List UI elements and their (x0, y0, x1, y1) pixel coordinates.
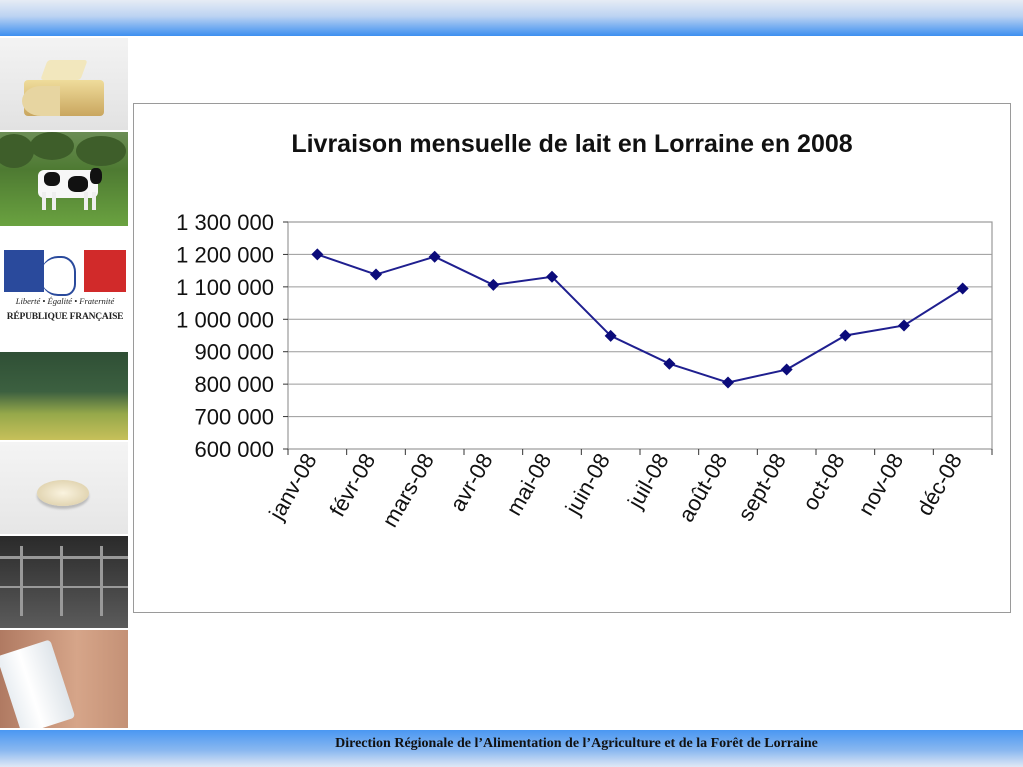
x-tick-label: juil-08 (622, 449, 674, 513)
data-point (604, 329, 617, 342)
top-band (0, 0, 1023, 36)
x-tick-label: sept-08 (733, 449, 791, 525)
data-point (370, 268, 382, 281)
x-tick-label: mai-08 (501, 449, 556, 520)
x-tick-label: avr-08 (445, 449, 498, 516)
milking-parlor-image (0, 536, 128, 628)
data-point (311, 248, 324, 261)
data-point (898, 319, 910, 332)
data-point (487, 278, 500, 291)
data-point (546, 270, 558, 283)
y-tick-label: 1 300 000 (176, 210, 274, 235)
data-point (722, 376, 734, 389)
round-cheese-image (0, 442, 128, 534)
plot-area (287, 221, 993, 450)
x-tick-label: déc-08 (912, 449, 967, 520)
cheese-image (0, 38, 128, 130)
data-point (663, 357, 676, 370)
milk-glass-image (0, 630, 128, 728)
footer-text: Direction Régionale de l’Alimentation de… (335, 736, 818, 751)
motto-text: Liberté • Égalité • Fraternité (15, 296, 115, 306)
marianne-icon (40, 256, 76, 296)
data-point (780, 363, 793, 376)
x-tick-label: juin-08 (560, 449, 615, 520)
y-tick-label: 1 200 000 (176, 242, 274, 267)
y-tick-label: 1 100 000 (176, 275, 274, 300)
republique-text: RÉPUBLIQUE FRANÇAISE (6, 312, 124, 322)
y-tick-label: 800 000 (194, 372, 274, 397)
x-tick-label: févr-08 (324, 449, 380, 521)
line-chart: Livraison mensuelle de lait en Lorraine … (176, 130, 993, 531)
data-point (428, 250, 441, 263)
chart-frame: Livraison mensuelle de lait en Lorraine … (133, 103, 1011, 613)
x-tick-label: mars-08 (377, 449, 439, 531)
y-tick-label: 700 000 (194, 405, 274, 430)
x-tick-label: nov-08 (853, 449, 908, 520)
data-point (956, 282, 969, 295)
y-tick-label: 900 000 (194, 340, 274, 365)
x-tick-label: oct-08 (797, 449, 849, 514)
side-image-strip: Liberté • Égalité • Fraternité RÉPUBLIQU… (0, 38, 128, 728)
y-tick-label: 600 000 (194, 437, 274, 462)
bottom-band (0, 730, 1023, 767)
cow-pasture-image (0, 132, 128, 226)
forest-landscape-image (0, 352, 128, 440)
series-line (317, 253, 964, 384)
x-tick-label: août-08 (673, 449, 732, 526)
republique-francaise-logo: Liberté • Égalité • Fraternité RÉPUBLIQU… (0, 246, 128, 346)
y-tick-label: 1 000 000 (176, 307, 274, 332)
chart-title: Livraison mensuelle de lait en Lorraine … (291, 130, 852, 158)
data-point (839, 329, 852, 342)
